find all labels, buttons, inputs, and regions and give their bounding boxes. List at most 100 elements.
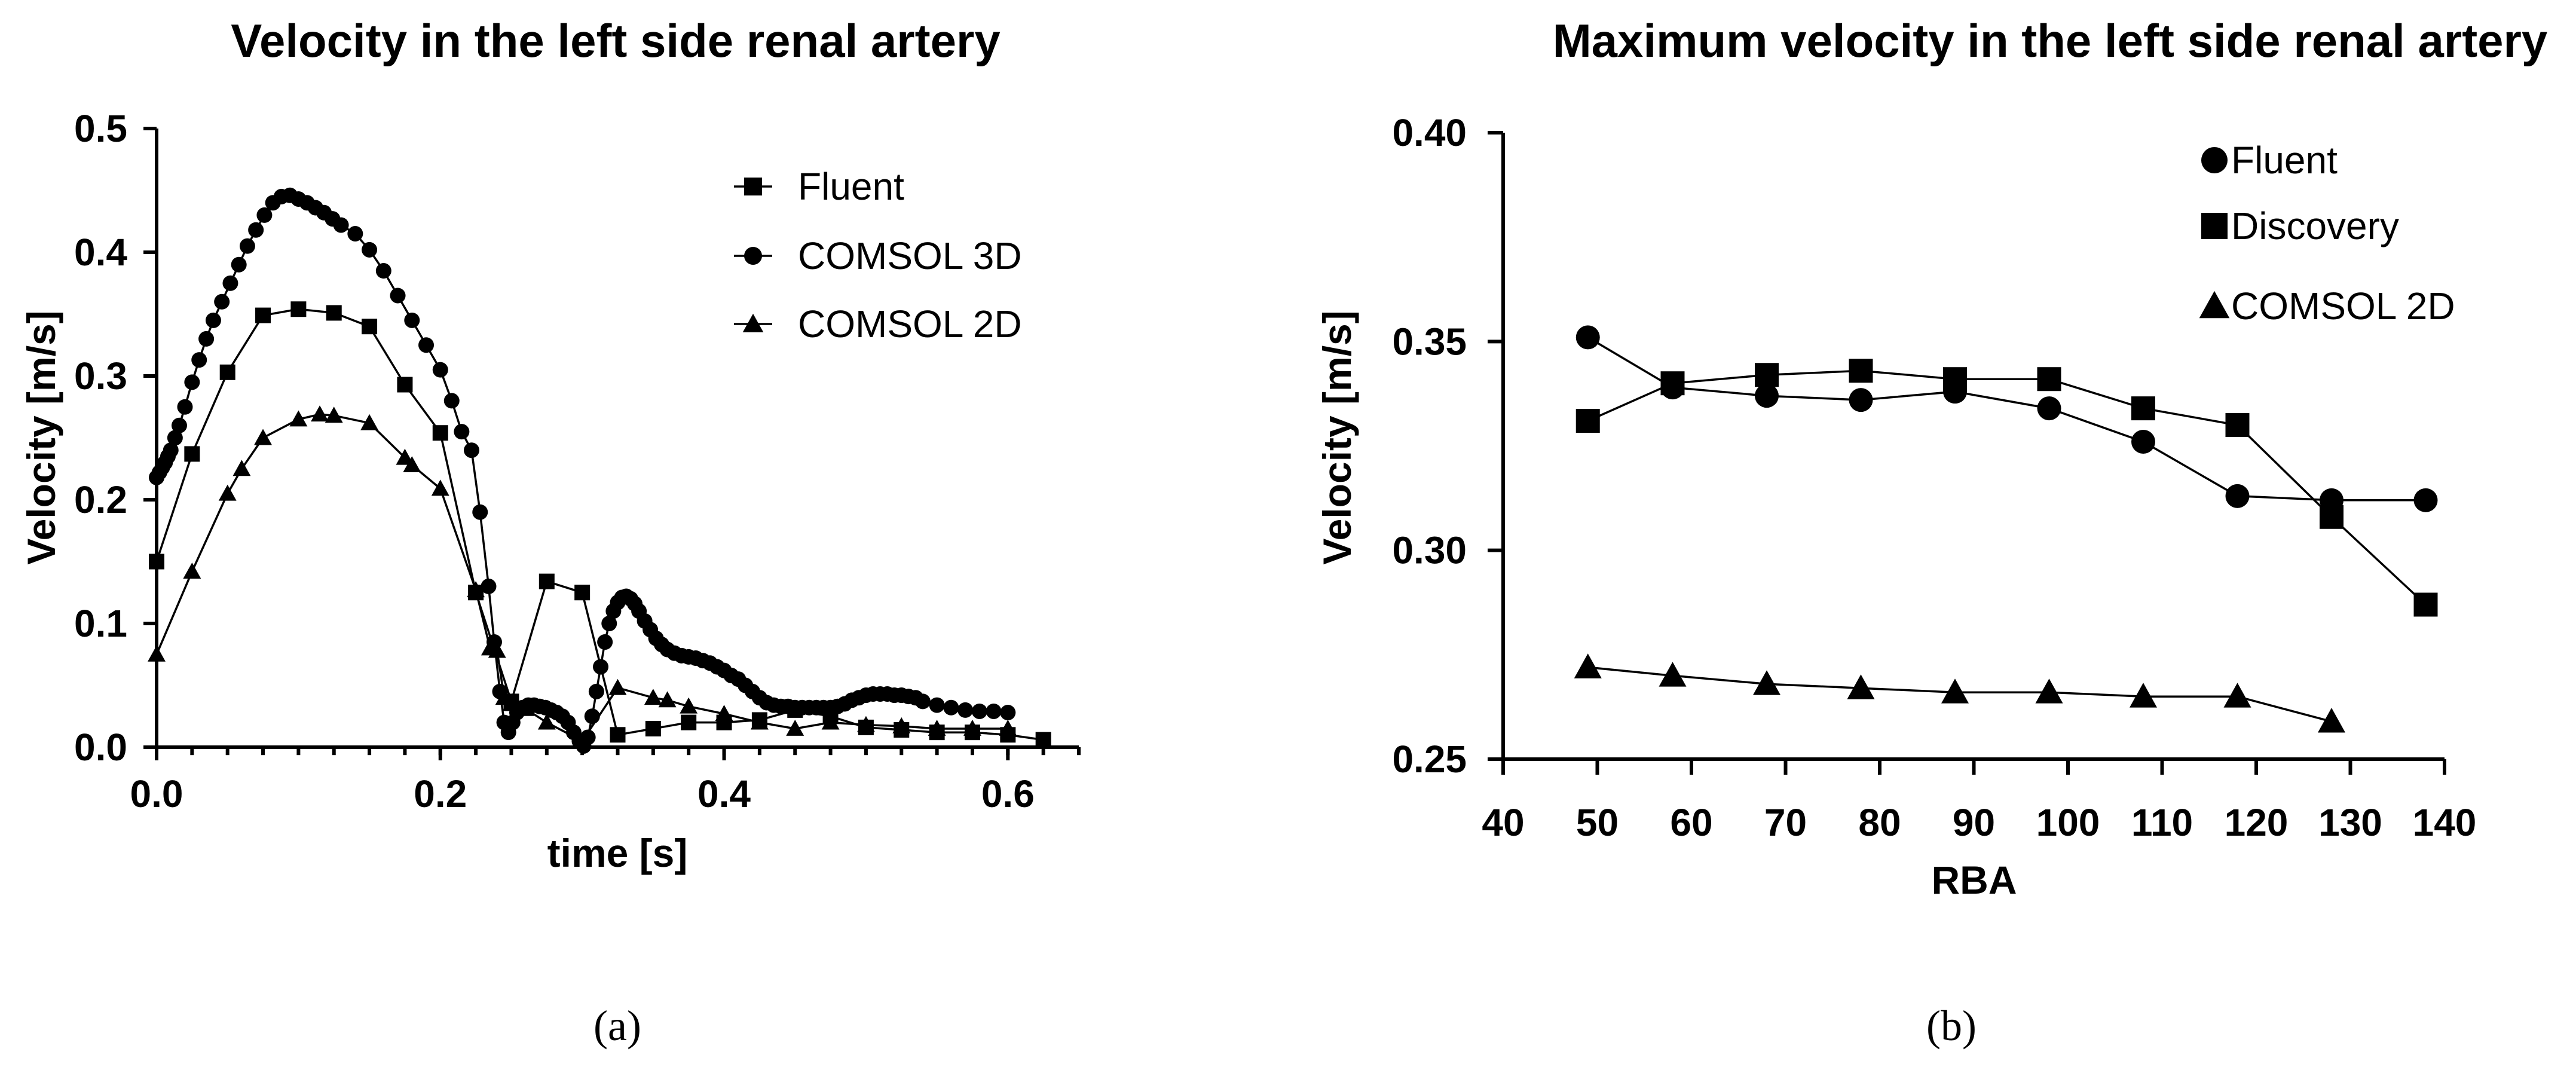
x-tick-label: 0.2 — [414, 772, 467, 815]
y-tick-label: 0.40 — [1392, 111, 1467, 154]
data-point — [472, 504, 488, 520]
data-point — [488, 641, 506, 658]
data-point — [222, 275, 238, 291]
data-point — [255, 307, 271, 323]
data-point — [963, 720, 981, 736]
legend-marker-square-icon — [744, 178, 762, 195]
y-tick-label: 0.35 — [1392, 320, 1467, 363]
data-point — [999, 720, 1017, 736]
data-point — [248, 222, 264, 238]
series-comsol-2d — [1574, 653, 2345, 733]
data-point — [443, 393, 460, 409]
legend-label: COMSOL 2D — [798, 302, 1022, 346]
data-point — [2035, 678, 2063, 704]
data-point — [333, 217, 349, 233]
data-point — [1755, 363, 1779, 387]
data-point — [658, 691, 677, 708]
data-point — [573, 732, 592, 748]
legend-entry: Fluent — [2201, 139, 2338, 182]
data-point — [1575, 409, 1600, 433]
data-point — [454, 424, 470, 440]
chart-panel-b: Maximum velocity in the left side renal … — [1315, 14, 2547, 1050]
data-point — [149, 554, 164, 570]
data-point — [397, 377, 413, 393]
data-point — [539, 573, 555, 589]
x-tick-label: 0.6 — [981, 772, 1035, 815]
data-point — [256, 207, 273, 223]
data-point — [681, 714, 697, 730]
legend-marker-circle-icon — [744, 247, 762, 265]
data-point — [231, 256, 247, 273]
data-point — [431, 479, 449, 496]
legend-entry: COMSOL 2D — [2199, 285, 2455, 328]
x-axis-label: time [s] — [547, 831, 688, 875]
legend-entry: Discovery — [2201, 204, 2399, 247]
legend-entry: Fluent — [734, 165, 904, 208]
data-point — [1755, 384, 1779, 408]
data-point — [403, 456, 421, 472]
x-tick-label: 80 — [1858, 801, 1901, 844]
data-point — [325, 406, 343, 423]
data-point — [680, 697, 698, 714]
data-point — [198, 331, 215, 347]
data-point — [362, 241, 378, 258]
data-point — [254, 429, 272, 445]
data-point — [404, 312, 420, 328]
series-fluent — [149, 301, 1051, 748]
data-point — [418, 337, 435, 353]
x-tick-label: 60 — [1670, 801, 1712, 844]
data-point — [2037, 367, 2061, 392]
data-point — [1941, 678, 1969, 704]
legend-label: Fluent — [2231, 139, 2338, 182]
data-point — [239, 238, 255, 254]
data-point — [610, 727, 626, 743]
x-tick-label: 110 — [2131, 801, 2193, 844]
data-point — [1849, 359, 1873, 383]
legend-label: COMSOL 2D — [2231, 285, 2455, 328]
legend-label: COMSOL 3D — [798, 234, 1022, 277]
y-axis-label: Velocity [m/s] — [19, 310, 63, 565]
series-comsol-2d — [148, 405, 1017, 748]
data-point — [601, 616, 617, 631]
data-point — [2225, 413, 2250, 438]
data-point — [289, 410, 308, 427]
series-comsol-3d — [149, 187, 1016, 754]
data-point — [588, 683, 604, 699]
data-point — [971, 703, 987, 719]
data-point — [957, 702, 974, 718]
data-point — [608, 678, 627, 695]
data-point — [2131, 396, 2155, 421]
data-point — [432, 425, 448, 441]
data-point — [644, 689, 662, 705]
series-discovery — [1575, 359, 2438, 617]
data-point — [326, 305, 342, 321]
x-tick-label: 120 — [2225, 801, 2289, 844]
data-point — [1753, 670, 1780, 695]
data-point — [786, 720, 804, 736]
data-point — [396, 448, 414, 465]
data-point — [183, 562, 201, 579]
data-point — [1574, 653, 1602, 678]
y-tick-label: 0.4 — [74, 231, 127, 274]
data-point — [167, 430, 183, 446]
data-point — [163, 442, 179, 458]
data-point — [2037, 396, 2061, 421]
x-tick-label: 130 — [2318, 801, 2382, 844]
data-point — [481, 578, 497, 594]
data-point — [432, 362, 448, 378]
data-point — [2413, 592, 2438, 617]
chart-title: Velocity in the left side renal artery — [231, 14, 1001, 67]
data-point — [1847, 674, 1875, 699]
data-point — [184, 446, 200, 462]
data-point — [2223, 683, 2251, 708]
series-line — [1587, 336, 2426, 502]
data-point — [218, 484, 237, 501]
data-point — [232, 460, 251, 476]
x-tick-label: 100 — [2036, 801, 2100, 844]
data-point — [516, 699, 535, 716]
data-point — [986, 703, 1002, 719]
x-tick-label: 0.4 — [697, 772, 751, 815]
legend-marker-triangle-icon — [2199, 291, 2230, 319]
data-point — [184, 374, 200, 390]
legend-marker-circle-icon — [2201, 147, 2228, 173]
